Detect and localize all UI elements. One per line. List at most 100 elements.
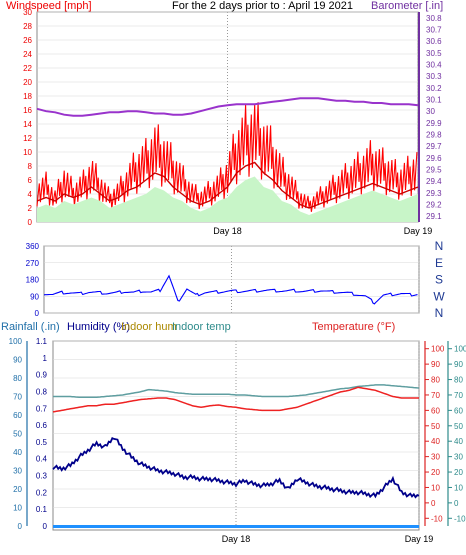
panel1-right-axis-label: Barometer [.in] (371, 0, 443, 12)
panel3-series (52, 384, 420, 499)
panel1-barometer-tick: 30.4 (426, 61, 442, 70)
panel3-humidity-tick: 0 (43, 522, 48, 531)
panel2-wind-direction-line (43, 274, 418, 305)
panel1-x-tick-label: Day 18 (213, 226, 242, 236)
panel2-degree-axis: 0 90 180 270 360 (26, 242, 40, 318)
panel1-windspeed-tick: 2 (28, 204, 33, 213)
panel3-indoor-tick: 100 (454, 345, 466, 354)
panel3-humidity-tick: 0.4 (36, 455, 48, 464)
panel3-humidity-line (52, 437, 420, 499)
panel1-left-axis-label: Windspeed [mph] (6, 0, 92, 12)
panel3-x-tick-label: Day 19 (405, 534, 434, 544)
panel1-windspeed-tick: 12 (23, 134, 32, 143)
panel1-barometer-tick: 30.7 (426, 26, 442, 35)
panel1-barometer-tick: 30.8 (426, 14, 442, 23)
panel2-degree-tick: 0 (35, 309, 40, 318)
panel1-barometer-tick: 30.5 (426, 49, 442, 58)
panel2-series (43, 274, 418, 305)
panel3-temperature-tick: 100 (431, 345, 445, 354)
panel3-indoor-tick: 50 (454, 422, 463, 431)
panel2-compass-tick: N (435, 239, 444, 253)
panel3-humidity-tick: 0.1 (36, 505, 48, 514)
panel3-humidity-tick: 0.8 (36, 387, 48, 396)
panel3-humidity-tick: 0.5 (36, 438, 48, 447)
panel1-windspeed-line (36, 102, 418, 212)
panel3-rain-tick: 30 (13, 467, 22, 476)
panel3-temperature-tick: 70 (431, 391, 440, 400)
panel1-barometer-tick: 30.3 (426, 72, 442, 81)
panel3-humidity-tick: 0.7 (36, 404, 48, 413)
panel3-x-ticks: Day 18 Day 19 (222, 534, 434, 544)
panel1-barometer-tick: 29.5 (426, 166, 442, 175)
panel2-compass-tick: W (433, 289, 445, 303)
panel3-indoor-tick: 30 (454, 453, 463, 462)
panel3-humidity-tick: 0.2 (36, 488, 48, 497)
panel1-barometer-tick: 29.3 (426, 189, 442, 198)
panel1-windspeed-tick: 26 (23, 36, 32, 45)
panel3-indoor-tick: 0 (454, 499, 459, 508)
panel3-humidity-tick: 1.1 (36, 337, 48, 346)
panel3-humidity-label: Humidity (%) (67, 321, 130, 333)
panel3-indoor-axis: -10 0 10 20 30 40 50 60 70 80 90 100 (447, 341, 466, 526)
panel3-temperature-tick: 50 (431, 422, 440, 431)
panel3-rain-tick: 90 (13, 356, 22, 365)
panel3-temperature-tick: 80 (431, 376, 440, 385)
panel3-rain-tick: 20 (13, 485, 22, 494)
panel3-temperature-tick: -10 (431, 514, 443, 523)
panel3-plot-area (52, 340, 420, 531)
panel1-windspeed-tick: 18 (23, 92, 32, 101)
panel1-windspeed-tick: 24 (23, 50, 32, 59)
panel3-indoor-hum-label: Indoor hum (121, 321, 177, 333)
panel3-temperature-tick: 20 (431, 468, 440, 477)
panel1-barometer-tick: 29.6 (426, 154, 442, 163)
panel1-windspeed-tick: 8 (28, 162, 33, 171)
panel3-indoor-tick: 40 (454, 437, 463, 446)
panel3-temperature-tick: 0 (431, 499, 436, 508)
panel3-indoor-tick: 20 (454, 468, 463, 477)
panel3-rain-tick: 80 (13, 374, 22, 383)
panel3-indoor-tick: 10 (454, 483, 463, 492)
panel3-indoor-tick: 90 (454, 360, 463, 369)
panel1-barometer-line (36, 97, 419, 117)
panel3-indoor-tick: 60 (454, 406, 463, 415)
panel3-rainfall-label: Rainfall (.in) (1, 321, 60, 333)
panel3-rain-baseline (53, 525, 419, 528)
panel-rain-humidity-temp: Rainfall (.in) Humidity (%) Indoor hum I… (1, 321, 466, 544)
panel3-temperature-label: Temperature (°F) (312, 321, 395, 333)
panel1-windspeed-tick: 16 (23, 106, 32, 115)
panel1-barometer-tick: 29.8 (426, 131, 442, 140)
panel1-barometer-tick: 30 (426, 107, 435, 116)
panel1-barometer-tick: 30.1 (426, 96, 442, 105)
panel1-series (36, 97, 419, 222)
panel1-barometer-tick: 29.1 (426, 212, 442, 221)
panel1-windspeed-tick: 30 (23, 8, 32, 17)
panel2-degree-tick: 360 (26, 242, 40, 251)
panel3-x-tick-label: Day 18 (222, 534, 251, 544)
panel1-barometer-tick: 30.6 (426, 37, 442, 46)
panel1-windspeed-tick: 10 (23, 148, 32, 157)
panel3-rain-tick: 60 (13, 411, 22, 420)
panel1-windspeed-tick: 6 (28, 176, 33, 185)
panel3-temperature-tick: 40 (431, 437, 440, 446)
panel2-degree-tick: 90 (30, 292, 39, 301)
panel1-gust-area (37, 176, 418, 222)
panel2-gridlines (44, 245, 420, 314)
panel3-rain-tick: 70 (13, 393, 22, 402)
panel2-degree-tick: 180 (26, 276, 40, 285)
panel1-barometer-tick: 29.4 (426, 177, 442, 186)
panel3-rain-tick: 0 (18, 522, 23, 531)
panel3-rain-tick: 40 (13, 448, 22, 457)
panel3-rain-tick: 100 (9, 337, 23, 346)
panel3-humidity-axis: 0 0.1 0.2 0.3 0.4 0.5 0.6 0.7 0.8 0.9 1 1.1 (36, 337, 48, 531)
panel1-barometer-tick: 29.9 (426, 119, 442, 128)
panel1-windspeed-tick: 14 (23, 120, 32, 129)
panel1-chart-title: For the 2 days prior to : April 19 2021 (172, 0, 353, 12)
panel3-indoor-tick: 70 (454, 391, 463, 400)
panel3-temperature-tick: 60 (431, 406, 440, 415)
panel2-degree-tick: 270 (26, 259, 40, 268)
panel2-compass-tick: N (435, 306, 444, 320)
panel1-x-ticks: Day 18 Day 19 (213, 226, 432, 236)
panel1-windspeed-tick: 28 (23, 22, 32, 31)
